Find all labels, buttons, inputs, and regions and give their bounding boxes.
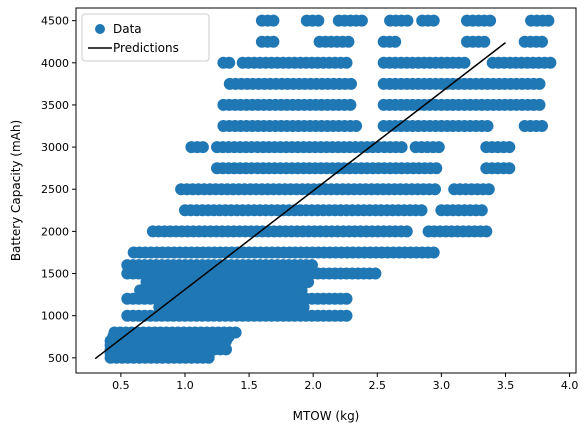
data-point	[395, 141, 408, 154]
data-point	[229, 326, 242, 339]
prediction-line-layer	[94, 42, 506, 360]
legend-label-data: Data	[113, 22, 142, 36]
data-point	[415, 204, 428, 217]
data-point	[369, 267, 382, 280]
data-point	[478, 35, 491, 48]
data-point	[355, 14, 368, 27]
data-point	[482, 183, 495, 196]
legend: Data Predictions	[81, 13, 210, 62]
data-point	[542, 14, 555, 27]
data-point	[480, 225, 493, 238]
y-tick-label: 1000	[41, 310, 69, 323]
data-point	[344, 98, 357, 111]
y-tick-label: 500	[48, 352, 69, 365]
y-tick-label: 1500	[41, 268, 69, 281]
data-points-layer	[104, 14, 557, 364]
y-tick-label: 2000	[41, 225, 69, 238]
data-point	[223, 56, 236, 69]
x-tick-label: 2.0	[304, 379, 322, 392]
y-tick-label: 4500	[41, 15, 69, 28]
data-point	[400, 225, 413, 238]
data-point	[305, 259, 318, 272]
data-point	[427, 14, 440, 27]
data-point	[340, 56, 353, 69]
data-point	[267, 14, 280, 27]
x-tick-label: 4.0	[561, 379, 579, 392]
x-tick-label: 1.0	[176, 379, 194, 392]
data-point	[345, 77, 357, 90]
data-point	[340, 309, 353, 322]
x-tick-label: 1.5	[240, 379, 258, 392]
legend-label-predictions: Predictions	[113, 41, 179, 55]
data-point	[429, 183, 441, 196]
data-point	[533, 77, 546, 90]
data-point	[475, 204, 488, 217]
data-point	[544, 56, 557, 69]
data-point	[484, 14, 497, 27]
x-tick-label: 2.5	[369, 379, 387, 392]
y-tick-label: 2500	[41, 183, 69, 196]
x-axis-label: MTOW (kg)	[293, 409, 360, 423]
data-point	[503, 162, 516, 175]
prediction-line	[94, 42, 506, 360]
data-point	[312, 14, 325, 27]
x-tick-label: 3.5	[497, 379, 515, 392]
data-point	[196, 141, 209, 154]
plot-frame	[75, 7, 577, 374]
data-point	[481, 120, 494, 132]
y-tick-label: 3500	[41, 99, 69, 112]
data-point	[389, 35, 402, 48]
legend-marker-data	[95, 24, 105, 34]
data-point	[533, 98, 546, 111]
data-point	[430, 162, 443, 175]
x-tick-label: 3.0	[433, 379, 451, 392]
data-point	[432, 141, 445, 154]
x-axis-ticks: 0.5 1.0 1.5 2.0 2.5 3.0 3.5 4.0	[112, 373, 578, 392]
data-point	[267, 35, 280, 48]
data-point	[536, 120, 548, 132]
data-point	[401, 14, 414, 27]
data-point	[536, 35, 548, 48]
data-point	[350, 120, 363, 132]
data-point	[458, 56, 471, 69]
data-point	[503, 141, 516, 154]
y-axis-label: Battery Capacity (mAh)	[9, 120, 23, 261]
data-point	[427, 246, 440, 259]
legend-box	[81, 13, 210, 62]
y-tick-label: 3000	[41, 141, 69, 154]
data-point	[342, 35, 355, 48]
y-tick-label: 4000	[41, 57, 69, 70]
x-tick-label: 0.5	[112, 379, 130, 392]
data-point	[340, 292, 353, 305]
y-axis-ticks: 500 1000 1500 2000 2500 3000 3500 4000 4500	[41, 15, 76, 365]
